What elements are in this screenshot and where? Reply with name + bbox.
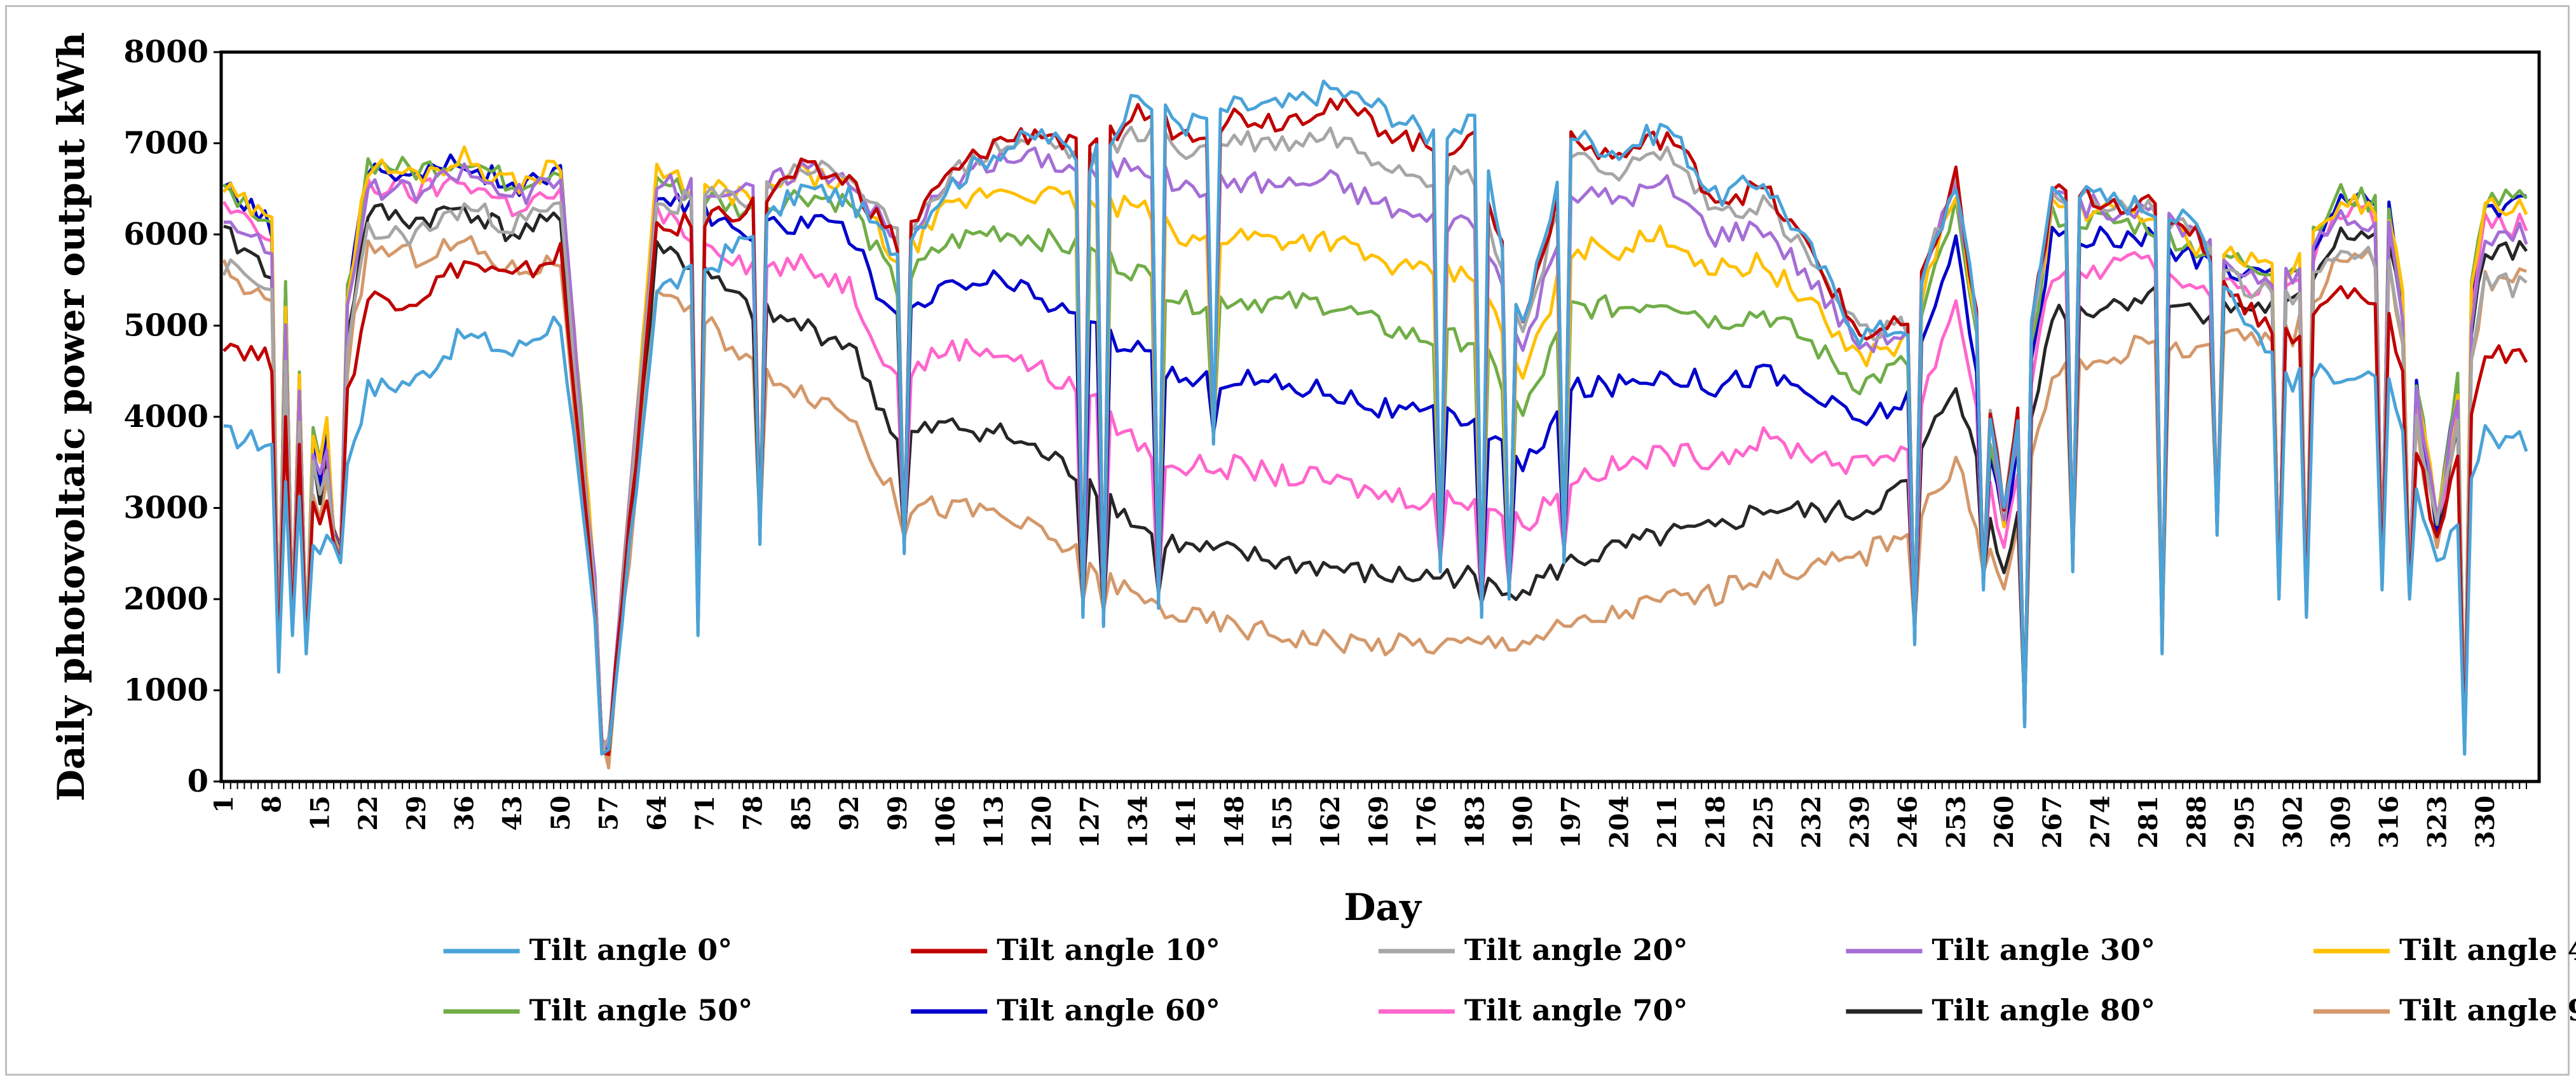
chart-frame: [5, 5, 2570, 1076]
x-tick-label: 64: [642, 795, 672, 831]
x-tick-label: 260: [1989, 795, 2019, 849]
legend-label: Tilt angle 60°: [997, 993, 1220, 1027]
x-tick-label: 330: [2470, 795, 2500, 849]
x-tick-label: 239: [1845, 795, 1875, 849]
x-tick-label: 106: [931, 795, 961, 849]
x-axis-ticks: 1 8 15 22 29 36 43 50 57 64 71 78 85 92 99 106 113 120 127…: [209, 781, 2527, 849]
x-tick-label: 134: [1123, 795, 1153, 849]
x-tick-label: 155: [1267, 795, 1297, 849]
x-tick-label: 218: [1701, 795, 1731, 849]
y-tick-label: 4000: [123, 399, 208, 435]
x-tick-label: 29: [402, 795, 432, 831]
x-tick-label: 43: [498, 795, 528, 831]
x-tick-label: 148: [1220, 795, 1250, 849]
x-tick-label: 274: [2085, 795, 2115, 849]
legend-label: Tilt angle 20°: [1464, 933, 1688, 967]
x-tick-label: 225: [1749, 795, 1779, 849]
x-tick-label: 71: [690, 795, 720, 831]
plot-area: [219, 50, 2541, 783]
x-tick-label: 162: [1316, 795, 1346, 849]
x-tick-label: 316: [2375, 795, 2404, 849]
x-tick-label: 232: [1797, 795, 1827, 849]
series-line: [222, 96, 2528, 756]
x-tick-label: 288: [2182, 795, 2212, 849]
legend-label: Tilt angle 30°: [1932, 933, 2155, 967]
x-tick-label: 120: [1027, 795, 1057, 849]
series-lines: [222, 79, 2528, 769]
x-tick-label: 85: [786, 795, 816, 831]
y-tick-label: 6000: [123, 217, 208, 252]
y-tick-label: 8000: [123, 34, 208, 70]
x-tick-label: 36: [450, 795, 480, 831]
x-tick-label: 204: [1604, 795, 1634, 849]
x-tick-label: 295: [2230, 795, 2260, 849]
x-tick-label: 253: [1941, 795, 1971, 849]
series-line: [223, 79, 2528, 756]
y-tick-label: 5000: [123, 308, 208, 344]
x-tick-label: 323: [2422, 795, 2452, 849]
series-line: [222, 234, 2527, 769]
x-tick-label: 302: [2278, 795, 2308, 849]
x-tick-label: 22: [353, 795, 383, 831]
x-tick-label: 15: [305, 795, 335, 831]
y-axis-ticks: 0 1000 2000 3000 4000 5000 6000 7000 8000: [123, 34, 221, 799]
x-tick-label: 169: [1364, 795, 1394, 849]
legend-label: Tilt angle 0°: [529, 933, 733, 967]
x-tick-label: 1: [209, 795, 239, 813]
y-tick-label: 1000: [123, 673, 208, 708]
legend: Tilt angle 0° Tilt angle 10° Tilt angle 20…: [443, 933, 2576, 1027]
x-tick-label: 78: [739, 795, 768, 831]
legend-label: Tilt angle 40°: [2399, 933, 2576, 967]
x-tick-label: 197: [1557, 795, 1586, 849]
x-tick-label: 211: [1653, 795, 1682, 849]
x-tick-label: 50: [546, 795, 576, 831]
x-tick-label: 190: [1508, 795, 1538, 849]
x-tick-label: 176: [1412, 795, 1442, 849]
y-tick-label: 3000: [123, 490, 208, 526]
legend-label: Tilt angle 70°: [1464, 993, 1688, 1027]
x-tick-label: 267: [2038, 795, 2068, 849]
x-axis-title: Day: [1344, 886, 1422, 929]
x-tick-label: 246: [1893, 795, 1923, 849]
y-tick-label: 7000: [123, 126, 208, 161]
x-tick-label: 92: [835, 795, 864, 831]
x-tick-label: 57: [594, 795, 624, 831]
x-tick-label: 127: [1075, 795, 1105, 849]
legend-label: Tilt angle 90°: [2399, 993, 2576, 1027]
x-tick-label: 141: [1171, 795, 1201, 849]
x-tick-label: 281: [2134, 795, 2164, 849]
legend-label: Tilt angle 80°: [1932, 993, 2155, 1027]
legend-label: Tilt angle 10°: [997, 933, 1220, 967]
y-axis-title: Daily photovoltaic power output kWh: [50, 32, 93, 802]
legend-label: Tilt angle 50°: [529, 993, 753, 1027]
y-tick-label: 2000: [123, 581, 208, 617]
x-tick-label: 113: [979, 795, 1009, 849]
x-tick-label: 99: [883, 795, 913, 831]
x-tick-label: 183: [1460, 795, 1490, 849]
y-tick-label: 0: [187, 764, 208, 799]
x-tick-label: 8: [257, 795, 287, 813]
x-tick-label: 309: [2326, 795, 2356, 849]
